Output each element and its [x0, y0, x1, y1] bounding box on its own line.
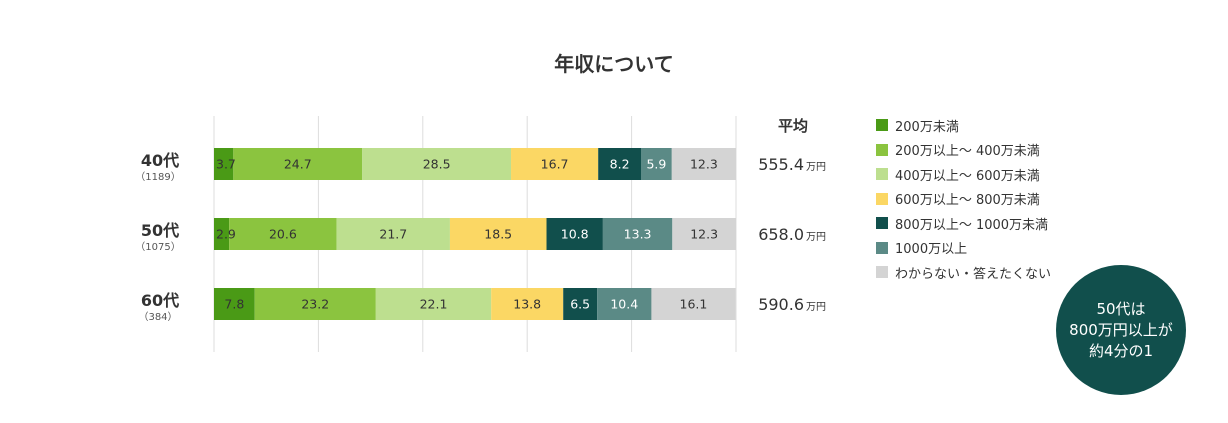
bar-segment	[449, 218, 547, 250]
bar-value-label: 10.8	[561, 227, 589, 242]
average-value: 658.0	[758, 225, 804, 244]
legend-item: 1000万以上	[876, 236, 1051, 261]
average-unit: 万円	[806, 302, 826, 313]
callout-line: 800万円以上が	[1069, 320, 1173, 339]
callout-line: 約4分の1	[1088, 341, 1154, 360]
bar-value-label: 28.5	[423, 157, 451, 172]
legend-label: 200万未満	[895, 119, 959, 135]
bar-segment	[651, 288, 736, 320]
bar-value-label: 22.1	[420, 297, 448, 312]
legend-label: 800万以上～ 1000万未満	[895, 217, 1049, 233]
bar-segment	[254, 288, 376, 320]
callout-circle: 50代は 800万円以上が 約4分の1	[1056, 265, 1186, 395]
average-header: 平均	[777, 117, 808, 135]
legend-swatch	[876, 119, 888, 132]
bar-segment	[546, 218, 603, 250]
bar-value-label: 24.7	[284, 157, 312, 172]
legend-swatch	[876, 168, 888, 181]
average-value: 590.6	[758, 295, 804, 314]
bar-value-label: 21.7	[379, 227, 407, 242]
bar-value-label: 16.7	[541, 157, 569, 172]
bar-value-label: 20.6	[269, 227, 297, 242]
bar-segment	[597, 288, 652, 320]
bar-segment	[336, 218, 450, 250]
bar-segment	[214, 218, 230, 250]
legend-label: 400万以上～ 600万未満	[895, 168, 1040, 184]
legend-swatch	[876, 143, 888, 156]
legend-label: 1000万以上	[895, 242, 968, 258]
bar-segment	[640, 148, 672, 180]
bar-segment	[233, 148, 363, 180]
chart-title: 年収について	[554, 52, 674, 76]
bar-segments	[214, 148, 736, 320]
bar-value-label: 13.3	[624, 227, 652, 242]
legend-item: 400万以上～ 600万未満	[876, 162, 1051, 187]
legend-item: 200万未満	[876, 113, 1051, 138]
legend-item: 200万以上～ 400万未満	[876, 138, 1051, 163]
average-value: 555.4	[758, 155, 804, 174]
category-count: （1189）	[135, 171, 180, 183]
category-label: 60代	[141, 291, 179, 310]
category-count: （1075）	[135, 241, 180, 253]
legend: 200万未満 200万以上～ 400万未満 400万以上～ 600万未満 600万以上…	[876, 113, 1051, 285]
bar-segment	[672, 218, 736, 250]
average-unit: 万円	[806, 232, 826, 243]
bar-segment	[491, 288, 564, 320]
bar-value-label: 12.3	[690, 157, 718, 172]
bar-segment	[511, 148, 599, 180]
bar-segment	[229, 218, 337, 250]
bar-value-label: 2.9	[216, 227, 236, 242]
bar-value-label: 6.5	[570, 297, 590, 312]
legend-item: わからない・答えたくない	[876, 260, 1051, 285]
category-count: （384）	[138, 311, 177, 323]
bar-value-label: 7.8	[224, 297, 244, 312]
bar-value-label: 13.8	[513, 297, 541, 312]
bar-value-label: 10.4	[610, 297, 638, 312]
bar-segment	[375, 288, 492, 320]
bar-segment	[214, 148, 234, 180]
bar-segment	[362, 148, 512, 180]
bar-value-label: 23.2	[301, 297, 329, 312]
bar-segment	[598, 148, 641, 180]
legend-item: 800万以上～ 1000万未満	[876, 211, 1051, 236]
category-label: 50代	[141, 221, 179, 240]
segment-labels: 3.7 24.7 28.5 16.7 8.2 5.9 12.3 2.9 20.6 21.7 18.5…	[216, 157, 718, 312]
bar-segment	[563, 288, 598, 320]
bar-value-label: 16.1	[680, 297, 708, 312]
category-labels: 40代（1189） 50代（1075） 60代（384）	[135, 151, 180, 323]
average-unit: 万円	[806, 162, 826, 173]
bar-value-label: 5.9	[646, 157, 666, 172]
bar-value-label: 12.3	[690, 227, 718, 242]
bar-value-label: 18.5	[484, 227, 512, 242]
bar-value-label: 8.2	[610, 157, 630, 172]
callout-line: 50代は	[1096, 299, 1146, 318]
bar-segment	[602, 218, 673, 250]
legend-swatch	[876, 241, 888, 254]
legend-swatch	[876, 217, 888, 230]
legend-swatch	[876, 266, 888, 279]
legend-label: 600万以上～ 800万未満	[895, 193, 1040, 209]
legend-swatch	[876, 192, 888, 205]
legend-item: 600万以上～ 800万未満	[876, 187, 1051, 212]
category-label: 40代	[141, 151, 179, 170]
bar-value-label: 3.7	[216, 157, 236, 172]
legend-label: 200万以上～ 400万未満	[895, 144, 1040, 160]
bar-segment	[671, 148, 736, 180]
bar-segment	[214, 288, 255, 320]
legend-label: わからない・答えたくない	[895, 266, 1052, 282]
